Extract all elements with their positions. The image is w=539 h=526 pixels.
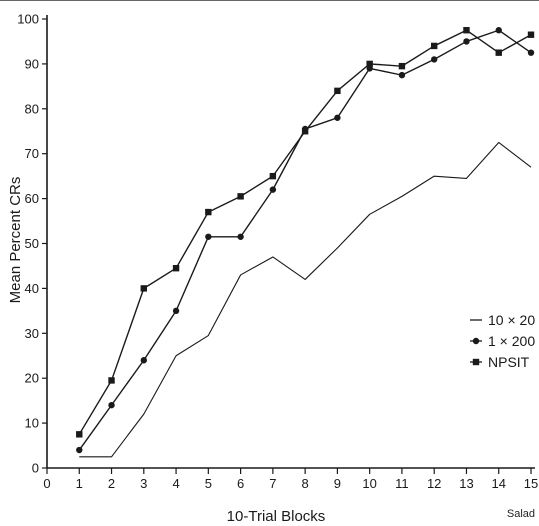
data-point (398, 71, 406, 79)
legend-marker (472, 337, 480, 345)
series-line (78, 29, 532, 451)
series-2 (76, 27, 535, 454)
x-tick-label: 9 (334, 476, 341, 491)
x-tick-label: 4 (172, 476, 179, 491)
y-tick-label: 80 (25, 101, 39, 116)
legend: 10 × 20 1 × 200 NPSIT (470, 312, 535, 370)
x-tick-label: 13 (459, 476, 473, 491)
y-tick-label: 40 (25, 281, 39, 296)
x-tick-label: 15 (524, 476, 538, 491)
data-point (205, 233, 212, 240)
data-point (76, 446, 83, 454)
data-point (76, 431, 83, 438)
series-3 (76, 27, 535, 438)
data-point (172, 264, 180, 272)
data-point (108, 377, 115, 384)
x-tick-label: 12 (427, 476, 441, 491)
series-layer (76, 27, 535, 458)
top-border (0, 0, 539, 1)
x-tick-label: 1 (76, 476, 83, 491)
data-point (237, 233, 244, 240)
data-point (172, 307, 180, 315)
watermark-text: Salad (506, 508, 535, 520)
x-tick-label: 5 (205, 476, 212, 491)
series-1 (79, 141, 532, 458)
data-point (301, 128, 309, 135)
y-tick-label: 50 (25, 236, 39, 251)
data-point (237, 193, 244, 200)
x-tick-label: 2 (108, 476, 115, 491)
y-tick-label: 90 (25, 56, 39, 71)
data-point (527, 31, 535, 38)
y-tick-label: 30 (25, 326, 39, 341)
y-tick-label: 100 (17, 12, 39, 27)
series-line (79, 141, 532, 458)
x-tick-label: 0 (43, 476, 50, 491)
x-tick-label: 6 (237, 476, 244, 491)
y-tick-label: 20 (25, 371, 39, 386)
data-point (269, 186, 277, 193)
x-axis-title: 10-Trial Blocks (227, 508, 326, 525)
axes (46, 15, 535, 469)
data-point (140, 285, 147, 292)
y-tick-label: 10 (25, 416, 39, 431)
series-line (78, 29, 532, 435)
data-point (140, 357, 147, 364)
legend-label: 1 × 200 (488, 333, 535, 349)
x-tick-label: 11 (395, 476, 409, 491)
data-point (398, 62, 406, 70)
x-tick-label: 7 (269, 476, 276, 491)
data-point (108, 401, 115, 409)
y-tick-label: 0 (32, 461, 39, 476)
legend-marker (472, 358, 480, 366)
data-point (463, 38, 470, 45)
data-point (366, 60, 373, 68)
x-tick-label: 14 (491, 476, 505, 491)
x-axis-ticks: 0 1 2 3 4 5 6 7 8 9 10 11 12 13 14 15 (43, 468, 538, 491)
y-tick-label: 70 (25, 146, 39, 161)
x-tick-label: 10 (362, 476, 376, 491)
y-axis-ticks: 0 10 20 30 40 50 60 70 80 90 100 (17, 12, 47, 476)
y-axis-title: Mean Percent CRs (7, 177, 24, 304)
data-point (431, 42, 438, 50)
data-point (334, 114, 341, 121)
legend-label: NPSIT (488, 354, 530, 370)
data-point (527, 49, 535, 56)
data-point (205, 208, 212, 216)
data-point (463, 27, 470, 34)
x-tick-label: 3 (140, 476, 147, 491)
data-point (495, 27, 502, 34)
legend-label: 10 × 20 (488, 312, 535, 328)
x-tick-label: 8 (302, 476, 309, 491)
data-point (334, 87, 341, 95)
y-tick-label: 60 (25, 191, 39, 206)
data-point (495, 49, 502, 56)
data-point (431, 56, 438, 63)
data-point (269, 172, 277, 180)
